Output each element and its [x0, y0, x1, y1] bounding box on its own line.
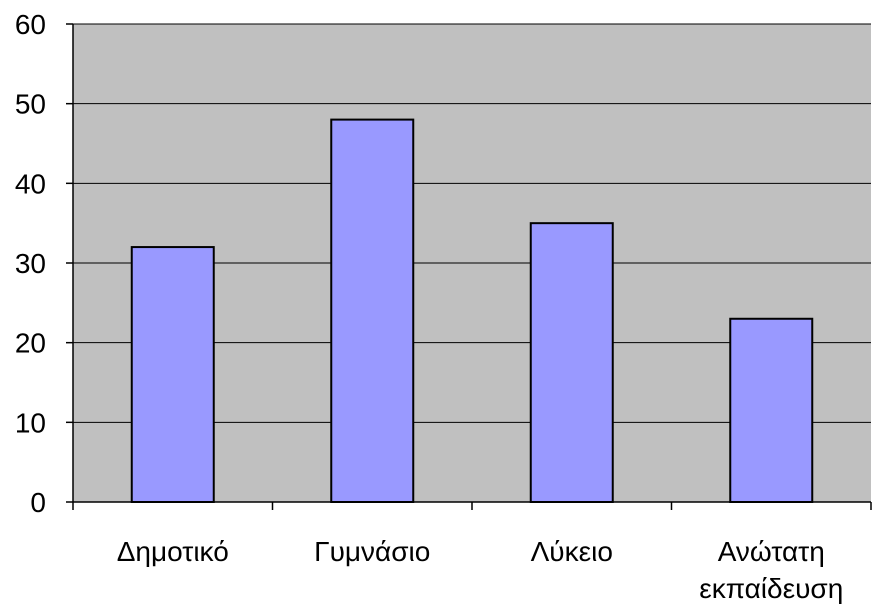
axes — [66, 23, 872, 510]
bar — [729, 317, 814, 503]
x-tick-label: Δημοτικό — [117, 536, 229, 567]
y-tick-label: 0 — [30, 487, 46, 518]
bar — [529, 222, 614, 504]
x-tick-labels: Δημοτικό Γυμνάσιο Λύκειο Ανώτατη εκπαίδευση — [117, 536, 844, 604]
x-tick-label: Γυμνάσιο — [314, 536, 430, 567]
x-tick-label: Λύκειο — [531, 536, 613, 567]
bar — [130, 246, 215, 503]
y-tick-label: 10 — [15, 407, 46, 438]
y-tick-label: 60 — [15, 9, 46, 40]
y-tick-label: 40 — [15, 168, 46, 199]
y-tick-labels: 0 10 20 30 40 50 60 — [15, 9, 46, 518]
x-tick-label: Ανώτατη εκπαίδευση — [699, 536, 843, 604]
bars — [130, 118, 814, 504]
bar — [330, 118, 415, 503]
y-tick-label: 20 — [15, 328, 46, 359]
y-tick-label: 50 — [15, 89, 46, 120]
y-tick-label: 30 — [15, 248, 46, 279]
